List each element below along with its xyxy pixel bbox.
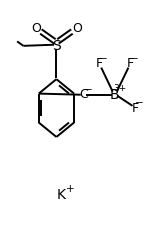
Text: F: F bbox=[127, 57, 134, 70]
Text: +: + bbox=[65, 184, 74, 194]
Text: C: C bbox=[79, 88, 88, 101]
Text: −: − bbox=[84, 85, 93, 95]
Text: 3+: 3+ bbox=[113, 84, 126, 93]
Text: S: S bbox=[52, 39, 61, 53]
Text: −: − bbox=[130, 54, 139, 64]
Text: F: F bbox=[95, 57, 102, 70]
Text: −: − bbox=[135, 98, 144, 108]
Text: B: B bbox=[110, 88, 119, 102]
Text: O: O bbox=[31, 22, 41, 35]
Text: O: O bbox=[72, 22, 82, 35]
Text: K: K bbox=[57, 188, 66, 202]
Text: F: F bbox=[132, 101, 139, 115]
Text: −: − bbox=[99, 54, 108, 64]
